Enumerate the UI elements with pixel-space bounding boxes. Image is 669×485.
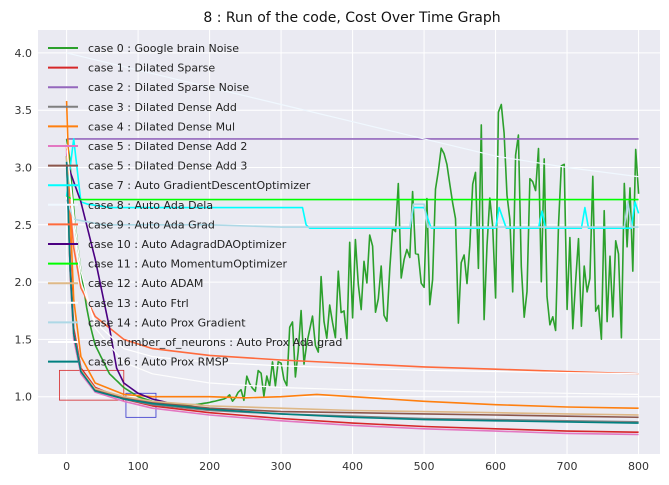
series-line-16 [65,161,639,424]
legend-entry-3: case 3 : Dilated Dense Add [88,101,237,114]
series-line-8 [66,52,639,178]
y-tick-label: 3.0 [15,162,33,175]
y-tick-label: 4.0 [15,47,33,60]
y-tick-label: 1.5 [15,333,33,346]
x-tick-label: 400 [342,460,363,473]
legend-entry-13: case 13 : Auto Ftrl [88,297,189,310]
series-line-15 [66,144,639,375]
y-tick-label: 2.0 [15,276,33,289]
series-line-1 [65,144,639,433]
y-tick-label: 2.5 [15,219,33,232]
series-line-5 [65,150,639,436]
zoom-box-0 [59,369,125,401]
legend-entry-1: case 1 : Dilated Sparse [88,62,215,75]
legend-entry-8: case 8 : Auto Ada Dela [88,199,213,212]
series-group [65,52,640,436]
series-line-4 [65,100,639,409]
x-tick-label: 0 [63,460,70,473]
x-tick-label: 200 [199,460,220,473]
x-tick-label: 300 [271,460,292,473]
legend-entry-4: case 4 : Dilated Dense Mul [88,120,235,133]
x-tick-label: 100 [128,460,149,473]
legend-entry-6: case 5 : Dilated Dense Add 3 [88,160,247,173]
legend-entry-12: case 12 : Auto ADAM [88,277,203,290]
legend-entry-10: case 10 : Auto AdagradDAOptimizer [88,238,287,251]
y-tick-label: 3.5 [15,104,33,117]
y-axis-ticks: 1.0 1.5 2.0 2.5 3.0 3.5 4.0 [15,47,33,404]
legend-entry-2: case 2 : Dilated Sparse Noise [88,81,249,94]
series-line-9 [65,167,639,375]
legend-entry-0: case 0 : Google brain Noise [88,42,239,55]
x-tick-label: 800 [628,460,649,473]
series-line-7 [65,138,640,229]
legend-entry-16: case 16 : Auto Prox RMSP [88,356,229,369]
legend-entry-11: case 11 : Auto MomentumOptimizer [88,258,288,271]
series-line-13 [66,144,639,395]
legend-entry-9: case 9 : Auto Ada Grad [88,218,215,231]
x-tick-label: 700 [557,460,578,473]
x-tick-label: 500 [414,460,435,473]
series-line-14 [65,199,639,228]
legend: case 0 : Google brain Noise case 1 : Dila… [48,42,342,369]
x-tick-label: 600 [485,460,506,473]
legend-entry-7: case 7 : Auto GradientDescentOptimizer [88,179,311,192]
chart-title: 8 : Run of the code, Cost Over Time Grap… [203,10,500,26]
legend-entry-15: case number_of_neurons : Auto Prox Ada g… [88,336,342,349]
legend-entry-5: case 5 : Dilated Dense Add 2 [88,140,247,153]
y-tick-label: 1.0 [15,391,33,404]
legend-entry-14: case 14 : Auto Prox Gradient [88,316,246,329]
x-axis-ticks: 0 100 200 300 400 500 600 700 800 [63,460,649,473]
series-line-11 [66,195,639,201]
